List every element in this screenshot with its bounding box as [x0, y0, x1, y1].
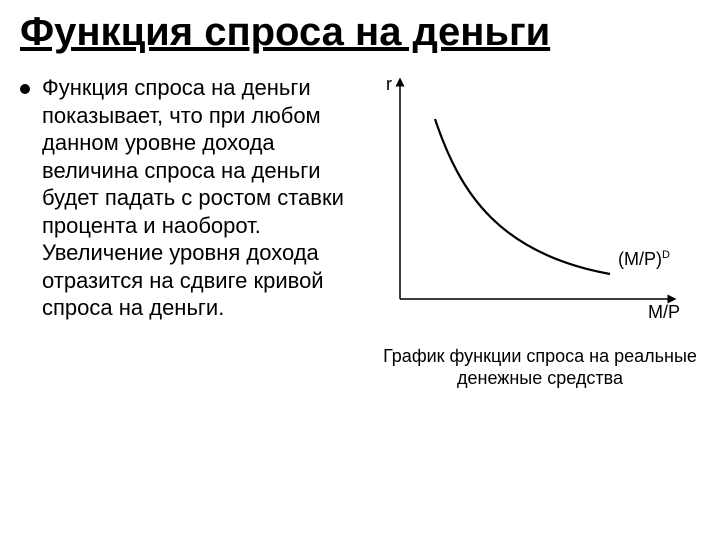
chart-caption: График функции спроса на реальные денежн… [380, 346, 700, 389]
y-axis-label: r [386, 74, 392, 95]
content-row: Функция спроса на деньги показывает, что… [20, 74, 700, 389]
text-column: Функция спроса на деньги показывает, что… [20, 74, 360, 389]
bullet-icon [20, 84, 30, 94]
chart-svg [380, 74, 680, 324]
body-paragraph: Функция спроса на деньги показывает, что… [42, 74, 360, 322]
demand-chart: r (M/P)D M/P [380, 74, 680, 334]
chart-column: r (M/P)D M/P График функции спроса на ре… [380, 74, 700, 389]
page-title: Функция спроса на деньги [20, 10, 700, 54]
x-axis-label: M/P [648, 302, 680, 323]
curve-label: (M/P)D [618, 249, 670, 270]
